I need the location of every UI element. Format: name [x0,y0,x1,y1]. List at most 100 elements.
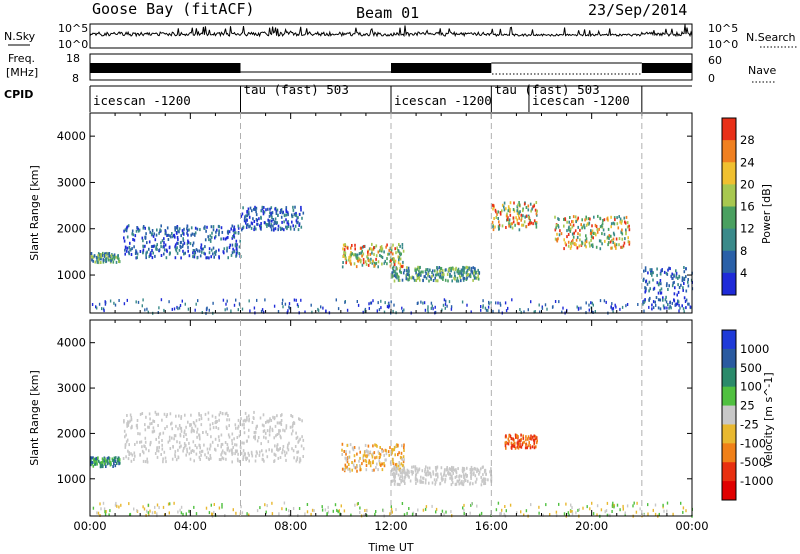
data-cell [280,414,282,418]
data-cell [393,448,396,452]
data-cell [261,457,264,461]
data-cell [164,513,166,517]
data-cell [178,445,181,449]
data-cell [151,256,154,260]
data-cell [525,442,527,446]
data-cell [253,225,256,229]
data-cell [569,223,572,227]
data-cell [173,307,176,311]
data-cell [471,502,473,506]
data-cell [396,246,398,250]
data-cell [115,255,117,259]
data-cell [302,455,304,458]
data-cell [588,221,591,225]
data-cell [291,213,293,217]
data-cell [237,224,240,228]
data-cell [673,299,676,303]
data-cell [131,232,133,236]
data-cell [683,270,686,274]
data-cell [627,240,630,244]
data-cell [263,435,265,439]
data-cell [507,205,510,209]
data-cell [425,478,427,482]
data-cell [350,262,352,266]
data-cell [464,479,467,483]
data-cell [199,254,202,258]
data-cell [247,435,250,439]
data-cell [270,228,273,232]
data-cell [401,444,403,448]
data-cell [162,505,165,509]
data-cell [144,423,146,427]
data-cell [128,453,130,457]
data-cell [585,234,587,238]
data-cell [558,218,560,221]
data-cell [392,265,395,269]
data-cell [238,245,241,249]
data-cell [683,310,685,314]
data-cell [120,503,122,507]
data-cell [104,300,106,304]
data-cell [446,304,448,308]
data-cell [235,247,238,251]
data-cell [345,261,347,265]
data-cell [150,252,152,256]
data-cell [379,455,381,459]
data-cell [348,467,351,471]
data-cell [336,508,338,512]
data-cell [574,242,576,245]
data-cell [199,450,201,454]
beam-title: Beam 01 [356,4,419,22]
data-cell [644,266,647,270]
data-cell [450,266,453,270]
data-cell [108,254,110,258]
data-cell [97,459,100,463]
data-cell [226,249,228,253]
data-cell [183,227,185,231]
data-cell [287,309,289,313]
data-cell [522,434,524,438]
data-cell [295,459,298,463]
data-cell [136,226,138,229]
data-cell [142,225,145,228]
data-cell [321,505,323,509]
data-cell [203,251,205,255]
data-cell [167,238,170,241]
data-cell [648,289,650,293]
colorbar-tick-label: 16 [740,200,755,214]
data-cell [145,251,148,255]
data-cell [394,247,396,251]
data-cell [128,421,130,425]
data-cell [263,206,265,210]
data-cell [392,243,394,247]
data-cell [195,248,198,252]
data-cell [372,461,374,464]
data-cell [508,439,510,443]
data-cell [489,470,491,474]
data-cell [468,266,471,270]
data-cell [272,415,274,419]
data-cell [218,248,220,252]
data-cell [279,226,282,230]
data-cell [657,291,660,295]
data-cell [186,227,188,231]
data-cell [217,427,220,431]
data-cell [654,300,656,304]
data-cell [133,245,135,249]
data-cell [499,301,501,305]
data-cell [163,450,166,454]
data-cell [285,451,288,455]
data-cell [431,271,433,274]
data-cell [432,273,435,277]
data-cell [156,243,158,247]
data-cell [523,202,526,206]
data-cell [598,227,600,231]
data-cell [463,508,465,512]
data-cell [564,218,567,222]
data-cell [377,250,380,254]
data-cell [218,225,221,229]
data-cell [652,300,655,304]
data-cell [281,413,283,417]
data-cell [651,268,653,272]
